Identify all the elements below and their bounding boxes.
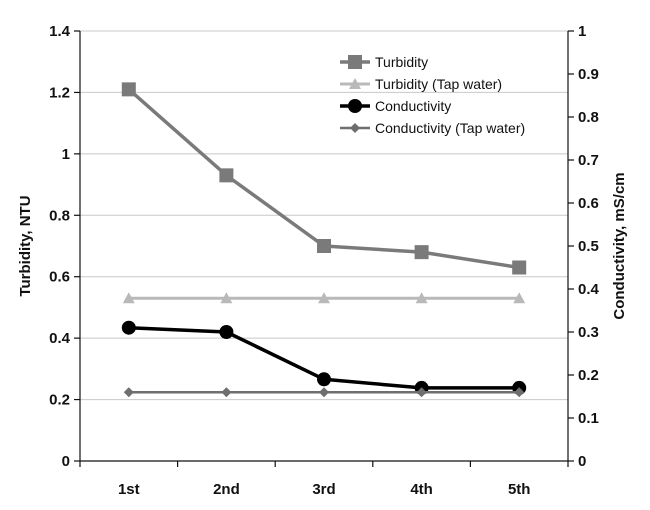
data-point	[512, 260, 527, 275]
legend-entry: Turbidity	[340, 54, 428, 70]
y-axis-left-title: Turbidity, NTU	[17, 195, 34, 296]
data-point	[317, 372, 331, 387]
legend-entry: Conductivity (Tap water)	[340, 120, 525, 136]
x-tick-label: 4th	[410, 481, 433, 498]
data-point	[318, 292, 330, 304]
data-point	[219, 325, 234, 339]
legend-label: Turbidity	[375, 54, 428, 70]
y-right-tick-label: 0.3	[578, 324, 599, 341]
legend-swatch-marker	[349, 78, 361, 89]
y-left-tick-label: 1.2	[49, 84, 70, 101]
data-point	[121, 320, 136, 335]
y-left-tick-label: 1.4	[49, 23, 71, 40]
y-right-tick-label: 0	[578, 453, 586, 470]
y-right-tick-label: 0.5	[578, 238, 599, 255]
data-point	[122, 292, 135, 304]
legend-label: Turbidity (Tap water)	[375, 76, 502, 92]
gridlines	[80, 30, 568, 401]
legend-entry: Conductivity	[340, 98, 451, 114]
y-right-tick-label: 0.9	[578, 66, 599, 83]
y-left-tick-label: 0.2	[49, 392, 70, 409]
series-1	[122, 292, 526, 304]
legend-swatch-marker	[348, 55, 362, 69]
data-point	[220, 292, 233, 304]
y-right-tick-label: 0.2	[578, 367, 599, 384]
y-axis-right-title: Conductivity, mS/cm	[611, 172, 628, 319]
y-right-tick-label: 0.4	[578, 281, 600, 298]
y-right-tick-label: 0.8	[578, 109, 599, 126]
legend-swatch-marker	[348, 99, 362, 113]
y-right-tick-label: 0.6	[578, 195, 599, 212]
data-point	[319, 387, 329, 398]
y-left-tick-label: 0	[62, 453, 70, 470]
legend-label: Conductivity (Tap water)	[375, 120, 525, 136]
legend-label: Conductivity	[375, 98, 451, 114]
y-left-tick-label: 0.6	[49, 269, 70, 286]
y-right-tick-label: 0.7	[578, 152, 599, 169]
data-point	[121, 82, 136, 97]
y-left-tick-label: 0.4	[49, 330, 71, 347]
x-tick-label: 2nd	[213, 481, 240, 498]
y-left-tick-label: 1	[62, 146, 70, 163]
legend-entry: Turbidity (Tap water)	[340, 76, 502, 92]
series-0	[121, 82, 527, 275]
data-point	[514, 387, 525, 398]
series	[121, 82, 527, 398]
data-point	[123, 387, 134, 398]
y-right-tick-label: 1	[578, 23, 586, 40]
data-point	[317, 239, 331, 253]
axes: 0 0.2 0.4 0.6 0.8 1 1.2 1.4 0 0.1 0.2 0.3 0.4 0.5 0.6 0…	[49, 23, 599, 498]
series-3	[123, 387, 525, 398]
data-point	[221, 387, 232, 398]
x-tick-label: 5th	[508, 481, 531, 498]
data-point	[513, 292, 526, 304]
y-left-tick-label: 0.8	[49, 207, 70, 224]
data-point	[219, 168, 234, 183]
legend: Turbidity Turbidity (Tap water) Conductivi…	[340, 54, 525, 136]
data-point	[416, 387, 427, 398]
legend-swatch-marker	[350, 123, 360, 133]
x-tick-label: 1st	[118, 481, 140, 498]
y-right-tick-label: 0.1	[578, 410, 599, 427]
data-point	[414, 245, 429, 260]
series-2	[121, 320, 527, 395]
data-point	[415, 292, 428, 304]
x-tick-label: 3rd	[312, 481, 335, 498]
